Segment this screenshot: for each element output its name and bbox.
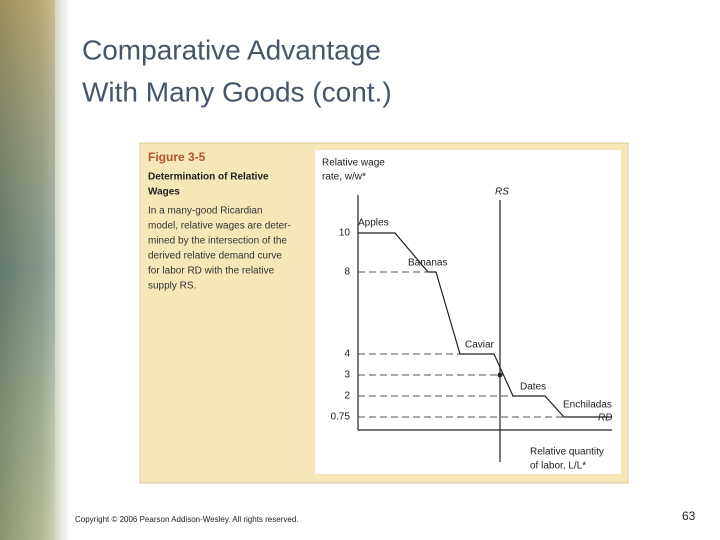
y-axis-label: Relative wage (322, 158, 385, 169)
slide-title: With Many Goods (cont.) (82, 76, 392, 107)
y-tick-label: 10 (339, 228, 351, 239)
decor-strip-overlay (0, 0, 55, 540)
x-axis-label: Relative quantity (530, 447, 604, 458)
good-label: Enchiladas (563, 400, 612, 411)
copyright: Copyright © 2006 Pearson Addison-Wesley.… (75, 515, 299, 524)
y-axis-label: rate, w/w* (322, 172, 366, 183)
figure-text: In a many-good Ricardian (148, 206, 263, 217)
good-label: Apples (358, 218, 389, 229)
graph-panel (315, 150, 621, 474)
slide-title: Comparative Advantage (82, 34, 381, 65)
y-tick-label: 0.75 (331, 412, 351, 423)
demand-curve-label: RD (598, 413, 612, 424)
y-tick-label: 8 (344, 267, 350, 278)
figure-number: Figure 3-5 (148, 150, 206, 164)
figure-text: mined by the intersection of the (148, 236, 287, 247)
good-label: Caviar (465, 340, 495, 351)
figure-text: for labor RD with the relative (148, 266, 275, 277)
figure-text: supply RS. (148, 281, 196, 292)
good-label: Bananas (408, 258, 447, 269)
figure-heading: Determination of Relative (148, 172, 269, 183)
page-number: 63 (682, 509, 696, 523)
y-tick-label: 4 (344, 349, 350, 360)
figure-heading: Wages (148, 187, 180, 198)
supply-curve-label: RS (495, 187, 509, 198)
y-tick-label: 3 (344, 370, 350, 381)
x-axis-label: of labor, L/L* (530, 461, 586, 472)
y-tick-label: 2 (344, 391, 350, 402)
equilibrium-point (497, 372, 503, 378)
figure-text: derived relative demand curve (148, 251, 282, 262)
good-label: Dates (520, 382, 546, 393)
demand-curve (358, 232, 612, 418)
figure-text: model, relative wages are deter- (148, 221, 291, 232)
